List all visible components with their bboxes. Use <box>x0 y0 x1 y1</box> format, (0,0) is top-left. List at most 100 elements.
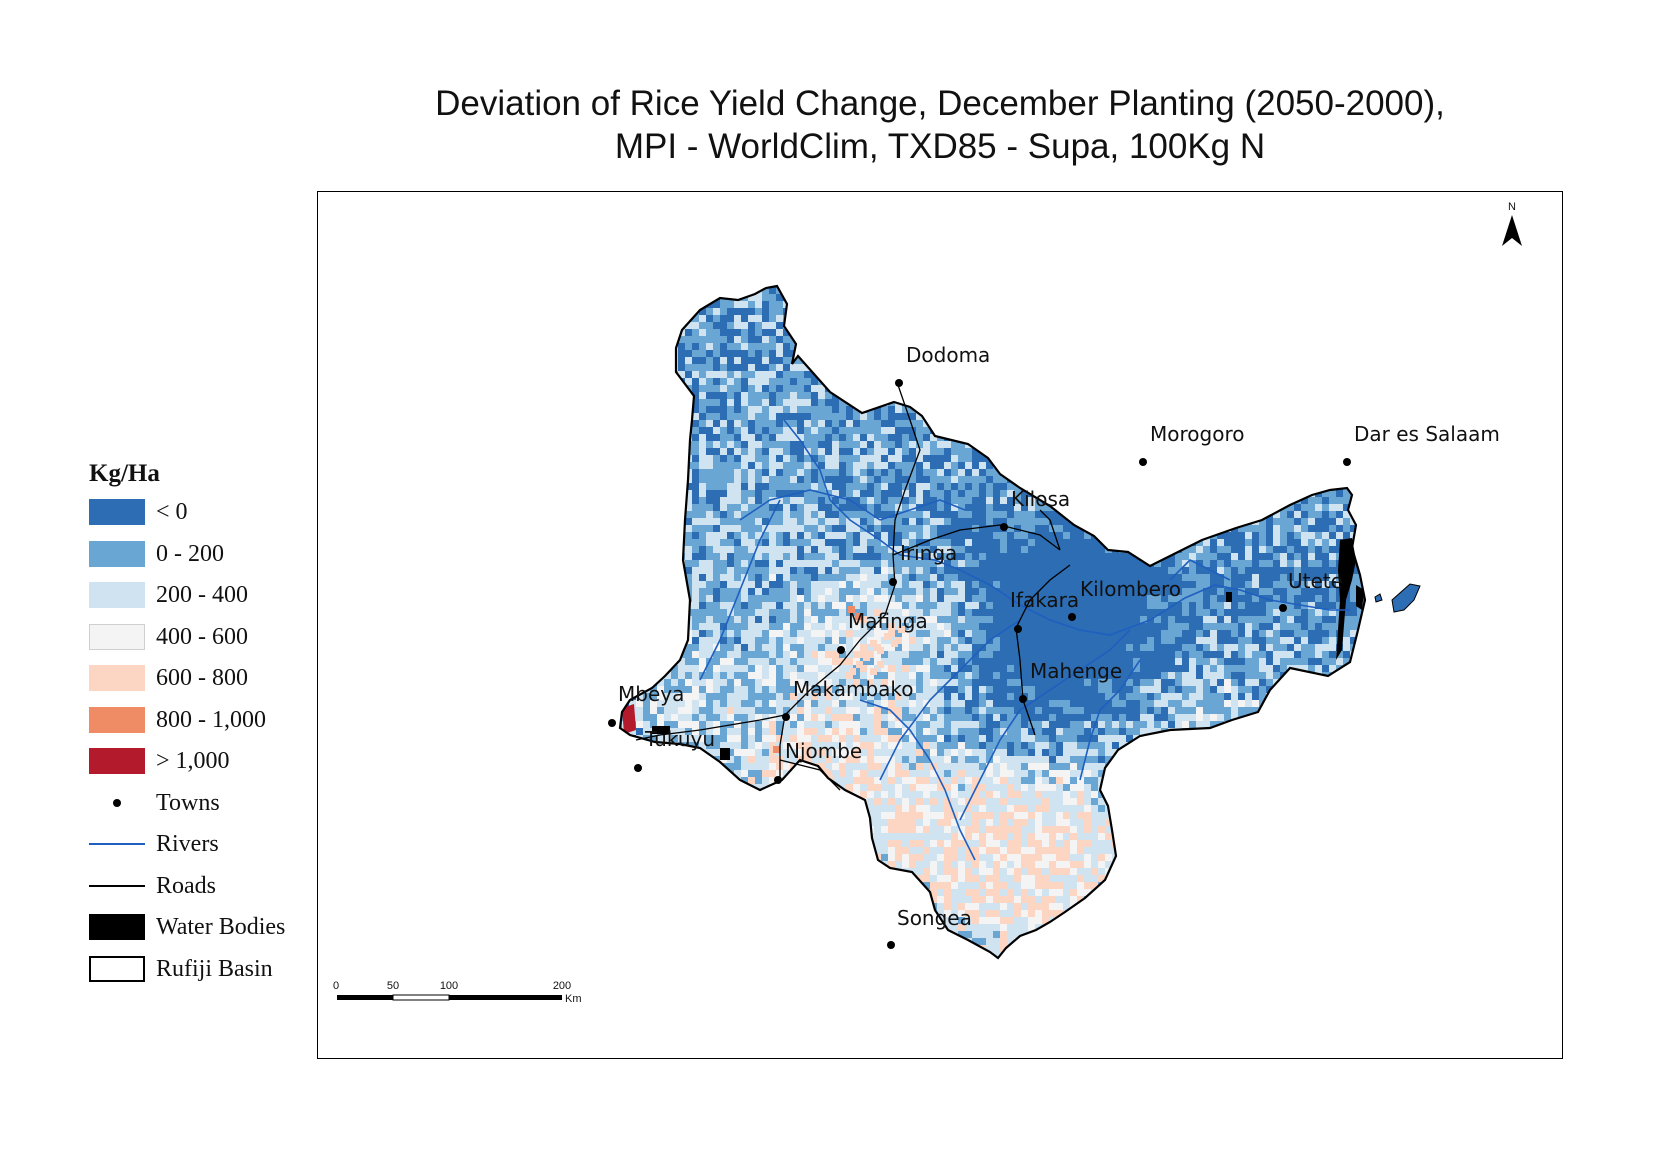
legend-label: < 0 <box>156 499 188 525</box>
yield-raster-layer <box>620 286 1365 958</box>
road-4 <box>892 524 1061 556</box>
town-label-tukuyu: Tukuyu <box>644 727 715 751</box>
town-marker-ifakara <box>1014 625 1022 633</box>
road-1 <box>784 384 921 716</box>
town-marker-kilombero <box>1068 613 1076 621</box>
road-8 <box>779 759 841 791</box>
map-frame <box>317 191 1563 1059</box>
basin-outline-swatch <box>89 955 145 982</box>
scale-segment-1 <box>337 995 393 1000</box>
road-5 <box>1015 564 1071 629</box>
north-arrow-icon <box>1502 215 1522 246</box>
towns-layer: Dodoma Morogoro Dar es Salaam Kilosa Iringa I… <box>608 343 1500 949</box>
town-marker-tukuyu <box>634 764 642 772</box>
legend-item-towns: Towns <box>89 788 319 818</box>
town-label-dar-es-salaam: Dar es Salaam <box>1354 422 1500 446</box>
river-6 <box>959 629 1131 821</box>
legend-item-rivers: Rivers <box>89 829 319 859</box>
town-marker-iringa <box>889 578 897 586</box>
legend-item-roads: Roads <box>89 871 319 901</box>
legend-swatch <box>89 540 145 567</box>
map-title-line-2: MPI - WorldClim, TXD85 - Supa, 100Kg N <box>614 127 1266 166</box>
north-arrow: N <box>1502 201 1522 246</box>
legend-swatch <box>89 706 145 733</box>
legend-item-class-3: 200 - 400 <box>89 580 319 610</box>
road-7 <box>1039 509 1061 551</box>
legend-label: > 1,000 <box>156 748 230 774</box>
road-6 <box>1015 627 1036 736</box>
town-marker-utete <box>1279 604 1287 612</box>
town-marker-dar-es-salaam <box>1343 458 1351 466</box>
legend-item-class-2: 0 - 200 <box>89 539 319 569</box>
town-marker-mafinga <box>837 646 845 654</box>
river-4 <box>699 499 781 681</box>
scale-segment-3 <box>449 995 562 1000</box>
town-label-kilombero: Kilombero <box>1080 577 1181 601</box>
scale-tick-200: 200 <box>553 980 571 992</box>
legend-swatch <box>89 665 145 691</box>
town-dot-icon <box>89 790 145 816</box>
town-marker-kilosa <box>1000 523 1008 531</box>
river-5 <box>879 619 1021 781</box>
legend-label: 800 - 1,000 <box>156 706 266 733</box>
scale-bar: 0 50 100 200 Km <box>333 980 582 1005</box>
town-label-mafinga: Mafinga <box>848 609 928 633</box>
town-label-morogoro: Morogoro <box>1150 422 1244 446</box>
town-label-ifakara: Ifakara <box>1010 588 1079 612</box>
legend-item-class-7: > 1,000 <box>89 746 319 776</box>
legend-item-water-bodies: Water Bodies <box>89 912 319 942</box>
town-label-kilosa: Kilosa <box>1011 487 1070 511</box>
river-8 <box>859 699 976 861</box>
town-marker-songea <box>887 941 895 949</box>
scale-tick-100: 100 <box>440 980 458 992</box>
river-7 <box>1079 659 1141 781</box>
north-label: N <box>1508 201 1516 213</box>
legend-swatch <box>89 499 145 525</box>
legend-item-rufiji-basin: Rufiji Basin <box>89 954 319 984</box>
legend-item-class-4: 400 - 600 <box>89 622 319 652</box>
river-10 <box>879 499 966 521</box>
legend-label: 400 - 600 <box>156 623 248 650</box>
legend-item-class-1: < 0 <box>89 497 319 527</box>
river-1 <box>783 419 1081 631</box>
town-marker-mahenge <box>1019 695 1027 703</box>
legend-swatch <box>89 748 145 774</box>
town-marker-njombe <box>774 776 782 784</box>
river-9 <box>1169 559 1231 581</box>
legend-swatch <box>89 582 145 608</box>
river-2 <box>1079 584 1350 636</box>
scale-segment-2 <box>392 994 450 1001</box>
town-label-utete: Utete <box>1288 569 1343 593</box>
road-3 <box>635 714 786 741</box>
rivers-line-icon <box>89 831 145 857</box>
town-marker-dodoma <box>895 379 903 387</box>
town-marker-makambako <box>782 713 790 721</box>
scale-tick-0: 0 <box>333 980 339 992</box>
roads-layer <box>635 384 1071 791</box>
rivers-layer <box>699 419 1350 861</box>
town-label-mbeya: Mbeya <box>618 682 684 706</box>
rufiji-basin-outline <box>618 284 1367 960</box>
legend-label: 600 - 800 <box>156 665 248 691</box>
town-label-dodoma: Dodoma <box>906 343 990 367</box>
legend-swatch <box>89 623 145 650</box>
town-label-iringa: Iringa <box>900 541 957 565</box>
legend-label: Roads <box>156 872 216 899</box>
town-label-njombe: Njombe <box>785 739 862 763</box>
legend-item-class-5: 600 - 800 <box>89 663 319 693</box>
town-marker-mbeya <box>608 719 616 727</box>
town-marker-morogoro <box>1139 458 1147 466</box>
legend-label: Towns <box>156 789 220 816</box>
road-2 <box>779 714 786 780</box>
river-3 <box>739 489 881 521</box>
town-label-makambako: Makambako <box>793 677 914 701</box>
scale-unit: Km <box>565 993 582 1005</box>
water-bodies-layer <box>652 538 1421 760</box>
legend-item-class-6: 800 - 1,000 <box>89 705 319 735</box>
legend-title: Kg/Ha <box>89 460 160 487</box>
legend-label: 0 - 200 <box>156 540 224 567</box>
town-label-mahenge: Mahenge <box>1030 659 1122 683</box>
scale-tick-50: 50 <box>387 980 399 992</box>
